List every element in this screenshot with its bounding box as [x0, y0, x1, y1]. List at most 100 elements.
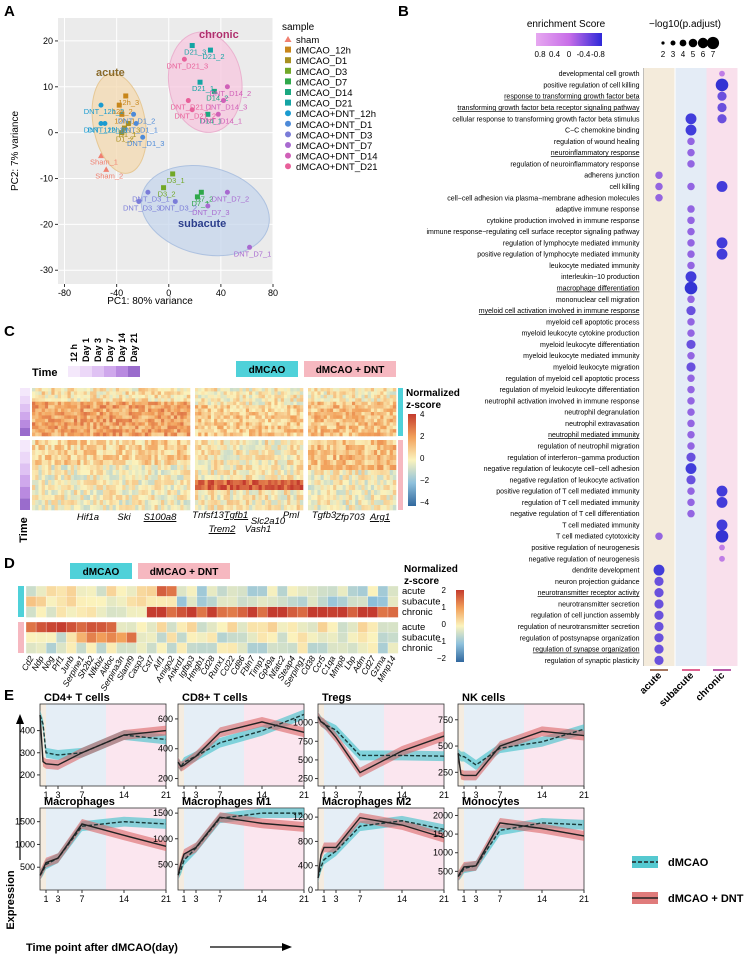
c-heatmap-cell: [48, 450, 52, 456]
c-heatmap-cell: [287, 429, 291, 433]
e-confidence-band: [178, 812, 304, 881]
d-heatmap-cell: [317, 642, 329, 654]
c-heatmap-cell: [358, 490, 362, 496]
c-heatmap-cell: [389, 425, 394, 430]
c-heatmap-cell: [115, 415, 120, 420]
c-heatmap-cell: [320, 440, 325, 446]
c-heatmap-cell: [32, 445, 36, 451]
c-heatmap-cell: [157, 445, 162, 451]
c-heatmap-cell: [370, 485, 375, 491]
c-heatmap-cell: [80, 432, 84, 437]
c-heatmap-cell: [392, 425, 397, 430]
pca-point: [116, 102, 122, 108]
c-heatmap-cell: [61, 480, 65, 486]
c-heatmap-cell: [207, 418, 212, 423]
c-heatmap-cell: [352, 412, 356, 416]
c-heatmap-cell: [389, 455, 394, 461]
c-heatmap-cell: [330, 485, 334, 491]
enrichment-dot: [685, 113, 697, 125]
c-heatmap-cell: [41, 450, 46, 456]
c-heatmap-cell: [217, 408, 221, 413]
c-heatmap-cell: [333, 391, 337, 396]
c-heatmap-cell: [271, 408, 275, 413]
c-heatmap-cell: [271, 505, 275, 511]
c-heatmap-cell: [135, 432, 139, 437]
c-heatmap-cell: [277, 422, 282, 427]
c-heatmap-cell: [364, 490, 369, 496]
c-heatmap-cell: [177, 425, 181, 430]
c-heatmap-cell: [370, 432, 375, 437]
go-term-label: C−C chemokine binding: [565, 128, 640, 135]
c-heatmap-cell: [148, 415, 152, 420]
c-heatmap-cell: [70, 405, 75, 409]
e-y-tick-label: 500: [20, 862, 35, 872]
c-heatmap-cell: [333, 475, 337, 481]
c-heatmap-cell: [198, 425, 202, 430]
c-heatmap-cell: [220, 412, 224, 416]
c-heatmap-cell: [314, 425, 318, 430]
c-heatmap-cell: [258, 398, 263, 403]
c-heatmap-cell: [293, 398, 297, 403]
c-heatmap-cell: [280, 412, 285, 416]
c-heatmap-cell: [144, 415, 149, 420]
c-heatmap-cell: [345, 500, 350, 506]
c-heatmap-cell: [167, 465, 171, 471]
c-heatmap-cell: [180, 388, 184, 392]
c-heatmap-cell: [96, 480, 101, 486]
d-heatmap-cell: [267, 621, 278, 633]
e-y-axis-title: Expression: [5, 870, 17, 930]
c-heatmap-cell: [77, 398, 81, 403]
c-heatmap-cell: [106, 495, 110, 501]
c-heatmap-cell: [330, 475, 334, 481]
e-series-line: [457, 730, 585, 777]
c-heatmap-cell: [96, 490, 101, 496]
c-heatmap-cell: [223, 408, 228, 413]
c-heatmap-cell: [77, 500, 81, 506]
enrichment-score-tick: 0: [567, 50, 572, 59]
c-heatmap-cell: [204, 432, 209, 437]
c-heatmap-cell: [93, 415, 97, 420]
c-heatmap-cell: [157, 415, 162, 420]
d-heatmap-cell: [116, 606, 127, 618]
c-heatmap-cell: [392, 495, 397, 501]
c-heatmap-cell: [352, 425, 356, 430]
enrichment-dot: [686, 362, 696, 372]
c-heatmap-cell: [277, 495, 282, 501]
c-heatmap-cell: [38, 460, 42, 466]
d-heatmap-cell: [357, 585, 369, 597]
c-heatmap-cell: [64, 394, 68, 399]
c-heatmap-cell: [389, 460, 394, 466]
c-heatmap-cell: [367, 394, 372, 399]
c-heatmap-cell: [258, 470, 263, 476]
c-heatmap-cell: [293, 450, 297, 456]
c-heatmap-cell: [32, 470, 36, 476]
c-heatmap-cell: [223, 495, 228, 501]
c-heatmap-cell: [157, 388, 162, 392]
go-term-label: adaptive immune response: [555, 207, 639, 214]
c-heatmap-cell: [198, 480, 202, 486]
pca-x-tick-label: 40: [216, 288, 226, 298]
c-heatmap-cell: [51, 401, 55, 406]
c-heatmap-cell: [138, 418, 142, 423]
c-heatmap-cell: [99, 445, 104, 451]
c-heatmap-cell: [268, 408, 272, 413]
c-heatmap-cell: [283, 445, 288, 451]
c-heatmap-cell: [342, 432, 347, 437]
c-heatmap-cell: [223, 401, 228, 406]
c-heatmap-cell: [106, 418, 110, 423]
time-side-label: Time: [18, 517, 30, 542]
e-y-tick-label: 1500: [15, 817, 35, 827]
c-dmcao-row-annotation: [398, 388, 403, 436]
e-x-tick-label: 21: [299, 790, 309, 800]
c-heatmap-cell: [128, 408, 133, 413]
c-heatmap-cell: [138, 480, 142, 486]
c-heatmap-cell: [144, 388, 149, 392]
c-heatmap-cell: [296, 480, 301, 486]
c-heatmap-cell: [355, 432, 359, 437]
c-heatmap-cell: [180, 475, 184, 481]
c-heatmap-cell: [268, 490, 272, 496]
c-heatmap-cell: [352, 465, 356, 471]
go-term-label: cytokine production involved in immune r…: [487, 218, 640, 225]
c-heatmap-cell: [204, 425, 209, 430]
